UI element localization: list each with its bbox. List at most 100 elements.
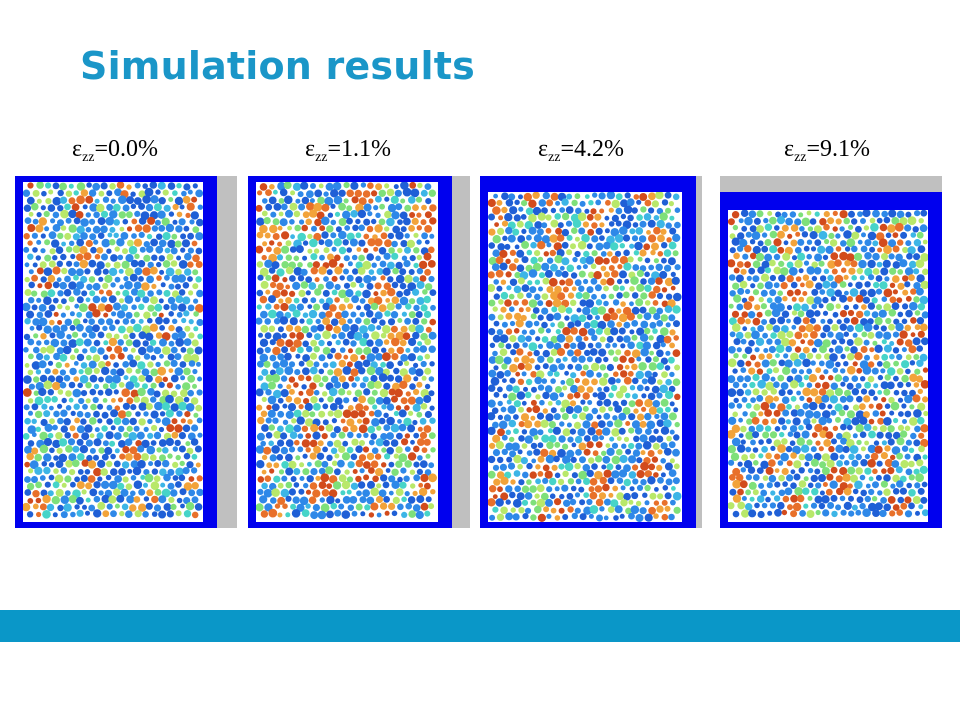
particle	[352, 224, 359, 231]
particle	[783, 240, 789, 246]
particle	[536, 228, 544, 236]
particle	[578, 470, 588, 480]
particle	[302, 211, 310, 219]
particle	[89, 233, 97, 241]
particle	[346, 205, 353, 212]
particle	[342, 440, 349, 447]
particle	[133, 425, 140, 432]
particle	[885, 317, 892, 325]
particle	[558, 363, 565, 370]
particle	[860, 376, 866, 382]
particle	[830, 281, 838, 289]
particle	[360, 182, 367, 188]
particle	[661, 499, 668, 506]
particle	[32, 247, 38, 253]
particle	[101, 366, 110, 376]
particle	[510, 507, 516, 513]
particle	[846, 352, 855, 361]
particle	[68, 296, 75, 303]
particle	[354, 376, 360, 382]
particle	[291, 418, 297, 424]
particle	[341, 452, 351, 461]
particle	[652, 300, 659, 306]
particle	[633, 435, 640, 442]
particle	[23, 246, 30, 253]
particle	[183, 183, 191, 191]
particle	[872, 509, 880, 517]
particle	[760, 489, 768, 497]
particle	[584, 349, 591, 357]
particle	[849, 288, 859, 297]
particle	[281, 231, 290, 240]
particle	[97, 418, 103, 424]
particle	[586, 314, 593, 321]
particle	[293, 339, 302, 348]
particle	[49, 418, 55, 425]
particle	[757, 510, 765, 519]
particle	[624, 192, 631, 199]
particle	[579, 513, 587, 521]
particle	[868, 418, 875, 425]
particle	[496, 285, 503, 292]
particle	[635, 399, 644, 407]
particle	[532, 405, 541, 414]
slide-title: Simulation results	[80, 44, 475, 88]
particle	[523, 386, 528, 392]
particle	[39, 261, 47, 269]
particle	[331, 289, 338, 296]
particle	[56, 447, 63, 454]
particle	[606, 420, 614, 428]
particle	[590, 208, 597, 215]
particle	[892, 232, 899, 238]
particle	[298, 289, 306, 297]
particle	[531, 458, 537, 464]
particle	[765, 452, 772, 460]
particle	[412, 331, 420, 340]
particle	[428, 432, 436, 439]
particle	[168, 496, 175, 503]
particle	[769, 359, 777, 367]
particle	[350, 410, 359, 419]
particle	[126, 196, 135, 205]
particle	[391, 252, 399, 260]
particle	[298, 374, 305, 381]
particle	[574, 435, 583, 444]
particle	[363, 474, 370, 481]
particle	[668, 469, 677, 477]
particle	[605, 443, 611, 448]
particle	[277, 241, 283, 247]
particle	[602, 455, 611, 464]
particle	[265, 203, 273, 211]
particle	[265, 432, 273, 439]
particle	[566, 193, 573, 200]
particle	[914, 368, 921, 375]
particle	[860, 388, 868, 395]
particle	[632, 449, 641, 457]
particle	[534, 420, 542, 428]
particle	[595, 227, 603, 235]
particle	[843, 317, 850, 324]
particle	[554, 285, 562, 294]
particle	[850, 317, 859, 325]
particle	[579, 299, 587, 307]
particle	[280, 203, 288, 211]
particle	[854, 252, 863, 261]
particle	[832, 210, 838, 216]
particle	[802, 346, 810, 354]
particle	[256, 347, 264, 355]
particle	[639, 333, 649, 342]
particle	[346, 476, 354, 483]
particle	[798, 268, 804, 274]
particle	[106, 248, 112, 254]
particle	[538, 199, 547, 207]
particle	[629, 486, 635, 492]
particle	[526, 292, 532, 299]
particle	[806, 368, 813, 375]
particle	[110, 453, 116, 460]
particle	[346, 274, 354, 282]
particle	[47, 389, 54, 396]
particle	[373, 291, 379, 297]
particle	[540, 492, 549, 501]
particle	[309, 452, 317, 460]
particle	[289, 275, 296, 282]
